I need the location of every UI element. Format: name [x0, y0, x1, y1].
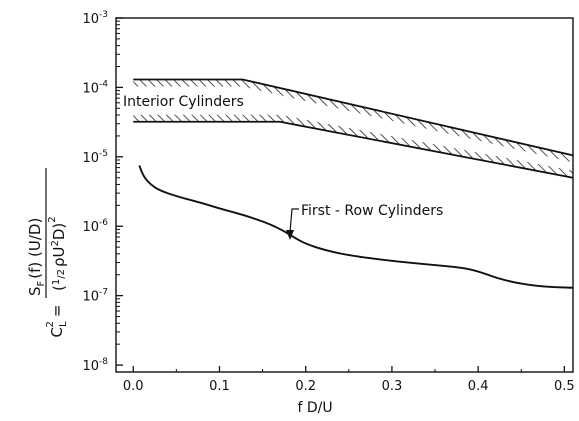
x-axis-label: f D/U: [297, 400, 332, 416]
y-tick-label: 10-5: [82, 149, 108, 166]
plot-frame: [115, 17, 574, 373]
y-tick-label: 10-3: [82, 10, 108, 27]
x-tick-label: 0.0: [123, 379, 144, 394]
svg-text:(1/2ρU2D)2: (1/2ρU2D)2: [47, 216, 68, 291]
first-row-curve: [138, 165, 574, 289]
band-upper-line: [133, 78, 574, 157]
curve-label-leader: [289, 208, 299, 233]
y-tick-label: 10-7: [82, 288, 108, 305]
interior-cylinders-band: [133, 78, 574, 179]
x-tick-label: 0.1: [209, 379, 230, 394]
y-axis-label: CL2= SF(f) (U/D) (1/2ρU2D)2: [26, 168, 69, 338]
svg-text:CL2=: CL2=: [45, 304, 69, 337]
y-tick-label: 10-4: [82, 79, 108, 96]
y-tick-label: 10-6: [82, 218, 108, 235]
y-tick-label: 10-8: [82, 357, 108, 374]
curve-label: First - Row Cylinders: [301, 203, 443, 219]
band-label: Interior Cylinders: [123, 94, 244, 110]
x-tick-label: 0.5: [554, 379, 575, 394]
band-lower-line: [133, 120, 574, 179]
x-tick-label: 0.3: [382, 379, 403, 394]
y-axis-ticks: 10-8 10-7 10-6 10-5 10-4 10-3: [82, 10, 123, 374]
x-axis-ticks: 0.0 0.1 0.2 0.3 0.4 0.5: [123, 366, 575, 394]
x-tick-label: 0.4: [468, 379, 489, 394]
curve-label-arrowhead: [286, 230, 294, 240]
x-tick-label: 0.2: [295, 379, 316, 394]
first-row-curve-layer: [138, 165, 574, 289]
svg-text:SF(f) (U/D): SF(f) (U/D): [26, 218, 47, 296]
